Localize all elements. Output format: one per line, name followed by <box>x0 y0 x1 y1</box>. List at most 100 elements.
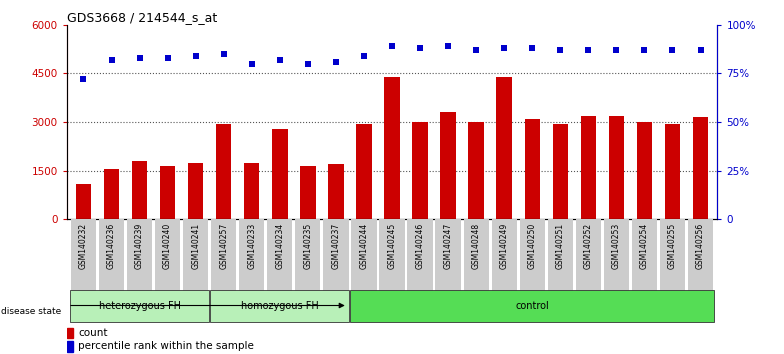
Text: GSM140241: GSM140241 <box>191 223 200 269</box>
Text: GSM140244: GSM140244 <box>359 223 368 269</box>
Point <box>666 47 679 53</box>
Text: GSM140257: GSM140257 <box>220 223 228 269</box>
Bar <box>524 119 540 219</box>
FancyBboxPatch shape <box>435 219 461 294</box>
Point <box>190 53 202 59</box>
FancyBboxPatch shape <box>660 219 685 294</box>
Point <box>77 76 89 82</box>
Text: GDS3668 / 214544_s_at: GDS3668 / 214544_s_at <box>67 11 217 24</box>
Text: percentile rank within the sample: percentile rank within the sample <box>78 341 254 351</box>
Point <box>554 47 567 53</box>
Point <box>105 57 118 63</box>
Text: GSM140249: GSM140249 <box>499 223 509 269</box>
Text: GSM140234: GSM140234 <box>275 223 285 269</box>
Point <box>217 51 230 57</box>
FancyBboxPatch shape <box>211 219 236 294</box>
Text: GSM140253: GSM140253 <box>612 223 621 269</box>
Text: disease state: disease state <box>1 307 61 316</box>
FancyBboxPatch shape <box>99 219 124 294</box>
FancyBboxPatch shape <box>463 219 488 294</box>
Text: GSM140252: GSM140252 <box>584 223 593 269</box>
Bar <box>244 163 260 219</box>
Text: GSM140245: GSM140245 <box>387 223 397 269</box>
Text: GSM140235: GSM140235 <box>303 223 312 269</box>
FancyBboxPatch shape <box>210 290 350 322</box>
Bar <box>496 77 512 219</box>
FancyBboxPatch shape <box>127 219 152 294</box>
Bar <box>300 166 316 219</box>
Text: GSM140232: GSM140232 <box>79 223 88 269</box>
Point <box>245 61 258 67</box>
FancyBboxPatch shape <box>351 219 376 294</box>
FancyBboxPatch shape <box>323 219 349 294</box>
Bar <box>188 163 203 219</box>
Text: GSM140247: GSM140247 <box>444 223 452 269</box>
Bar <box>608 116 624 219</box>
Point <box>133 55 146 61</box>
Text: GSM140255: GSM140255 <box>668 223 677 269</box>
Bar <box>216 124 231 219</box>
Text: GSM140233: GSM140233 <box>247 223 256 269</box>
Text: GSM140246: GSM140246 <box>416 223 425 269</box>
Text: GSM140237: GSM140237 <box>332 223 340 269</box>
Point <box>526 45 539 51</box>
FancyBboxPatch shape <box>632 219 657 294</box>
Text: heterozygous FH: heterozygous FH <box>99 301 180 310</box>
Text: GSM140250: GSM140250 <box>528 223 537 269</box>
FancyBboxPatch shape <box>155 219 180 294</box>
FancyBboxPatch shape <box>492 219 517 294</box>
FancyBboxPatch shape <box>688 219 713 294</box>
Text: control: control <box>515 301 549 310</box>
FancyBboxPatch shape <box>379 219 405 294</box>
Point <box>610 47 622 53</box>
Point <box>470 47 482 53</box>
FancyBboxPatch shape <box>408 219 433 294</box>
Bar <box>67 327 73 338</box>
Bar <box>76 184 91 219</box>
Text: GSM140236: GSM140236 <box>107 223 116 269</box>
FancyBboxPatch shape <box>520 219 545 294</box>
Bar <box>637 122 652 219</box>
Bar <box>468 122 484 219</box>
Point <box>329 59 342 64</box>
Bar <box>665 124 681 219</box>
Text: count: count <box>78 328 107 338</box>
Bar <box>441 113 456 219</box>
Bar <box>132 161 147 219</box>
Bar <box>412 122 428 219</box>
Bar <box>272 129 288 219</box>
Text: GSM140248: GSM140248 <box>472 223 481 269</box>
Point <box>695 47 707 53</box>
Point <box>162 55 174 61</box>
FancyBboxPatch shape <box>71 219 96 294</box>
Text: GSM140240: GSM140240 <box>163 223 172 269</box>
Text: GSM140239: GSM140239 <box>135 223 144 269</box>
Bar <box>693 117 708 219</box>
Text: GSM140254: GSM140254 <box>640 223 649 269</box>
FancyBboxPatch shape <box>548 219 573 294</box>
Point <box>414 45 426 51</box>
Bar <box>581 116 596 219</box>
Point <box>302 61 314 67</box>
Point <box>638 47 651 53</box>
Point <box>442 44 455 49</box>
Bar <box>384 77 400 219</box>
Point <box>274 57 286 63</box>
Bar <box>160 166 176 219</box>
Text: GSM140256: GSM140256 <box>696 223 705 269</box>
Bar <box>103 169 119 219</box>
FancyBboxPatch shape <box>296 219 321 294</box>
Point <box>498 45 510 51</box>
Point <box>358 53 370 59</box>
FancyBboxPatch shape <box>575 219 601 294</box>
Bar <box>356 124 372 219</box>
Text: GSM140251: GSM140251 <box>556 223 564 269</box>
FancyBboxPatch shape <box>70 290 209 322</box>
Bar <box>328 164 343 219</box>
Point <box>386 44 398 49</box>
Text: homozygous FH: homozygous FH <box>241 301 318 310</box>
FancyBboxPatch shape <box>350 290 714 322</box>
FancyBboxPatch shape <box>267 219 292 294</box>
Point <box>582 47 594 53</box>
FancyBboxPatch shape <box>604 219 629 294</box>
